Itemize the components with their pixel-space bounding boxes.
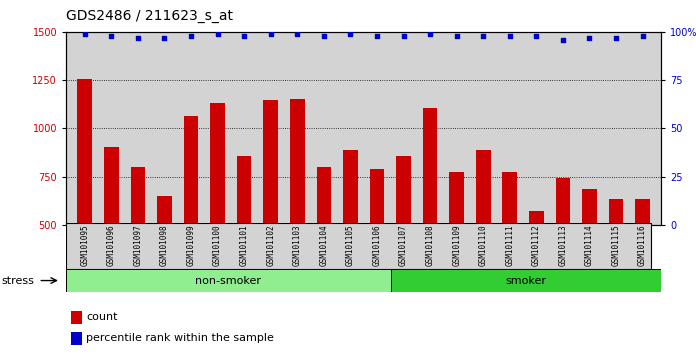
Bar xyxy=(555,177,570,321)
Bar xyxy=(104,147,118,321)
Bar xyxy=(635,199,650,321)
Bar xyxy=(529,211,544,321)
Bar xyxy=(609,199,624,321)
Point xyxy=(477,33,489,39)
Point xyxy=(159,35,170,40)
Text: percentile rank within the sample: percentile rank within the sample xyxy=(86,333,274,343)
Bar xyxy=(390,269,661,292)
Bar xyxy=(343,149,358,321)
Text: GSM101095: GSM101095 xyxy=(80,224,89,266)
Text: GSM101101: GSM101101 xyxy=(239,224,248,266)
Point xyxy=(345,31,356,36)
Text: GSM101113: GSM101113 xyxy=(558,224,567,266)
Text: count: count xyxy=(86,312,118,322)
Text: GSM101100: GSM101100 xyxy=(213,224,222,266)
Bar xyxy=(582,189,596,321)
Text: GSM101098: GSM101098 xyxy=(160,224,169,266)
Text: GSM101115: GSM101115 xyxy=(612,224,621,266)
Point xyxy=(265,31,276,36)
Bar xyxy=(396,156,411,321)
Point xyxy=(185,33,196,39)
Point xyxy=(212,31,223,36)
Text: GSM101110: GSM101110 xyxy=(479,224,488,266)
Text: non-smoker: non-smoker xyxy=(196,275,262,286)
Bar xyxy=(290,99,305,321)
Point xyxy=(531,33,542,39)
Bar xyxy=(422,108,437,321)
Bar xyxy=(131,167,145,321)
Bar xyxy=(317,167,331,321)
Text: GSM101107: GSM101107 xyxy=(399,224,408,266)
Point xyxy=(584,35,595,40)
Text: GSM101114: GSM101114 xyxy=(585,224,594,266)
Bar xyxy=(370,169,384,321)
Text: GSM101112: GSM101112 xyxy=(532,224,541,266)
Point xyxy=(451,33,462,39)
Text: GSM101116: GSM101116 xyxy=(638,224,647,266)
Bar xyxy=(450,172,464,321)
Point xyxy=(637,33,648,39)
Point xyxy=(504,33,515,39)
Bar xyxy=(263,100,278,321)
Text: GSM101103: GSM101103 xyxy=(293,224,302,266)
Text: GDS2486 / 211623_s_at: GDS2486 / 211623_s_at xyxy=(66,9,233,23)
Point xyxy=(292,31,303,36)
Point xyxy=(79,31,90,36)
Text: GSM101099: GSM101099 xyxy=(187,224,196,266)
Bar xyxy=(71,332,81,345)
Bar xyxy=(71,311,81,324)
Text: GSM101096: GSM101096 xyxy=(106,224,116,266)
Bar xyxy=(237,156,251,321)
Text: GSM101108: GSM101108 xyxy=(425,224,434,266)
Bar xyxy=(66,269,390,292)
Point xyxy=(398,33,409,39)
Bar xyxy=(476,149,491,321)
Text: GSM101105: GSM101105 xyxy=(346,224,355,266)
Bar xyxy=(503,172,517,321)
Point xyxy=(318,33,329,39)
Text: GSM101106: GSM101106 xyxy=(372,224,381,266)
Text: GSM101097: GSM101097 xyxy=(134,224,143,266)
Point xyxy=(425,31,436,36)
Text: GSM101109: GSM101109 xyxy=(452,224,461,266)
Point xyxy=(610,35,622,40)
Bar xyxy=(210,103,225,321)
Point xyxy=(557,37,569,42)
Point xyxy=(106,33,117,39)
Point xyxy=(239,33,250,39)
Text: GSM101111: GSM101111 xyxy=(505,224,514,266)
Bar xyxy=(157,196,172,321)
Bar xyxy=(184,116,198,321)
Point xyxy=(132,35,143,40)
Text: stress: stress xyxy=(1,275,34,286)
Point xyxy=(372,33,383,39)
Bar xyxy=(77,79,92,321)
Text: GSM101102: GSM101102 xyxy=(266,224,275,266)
Text: GSM101104: GSM101104 xyxy=(319,224,329,266)
Text: smoker: smoker xyxy=(505,275,546,286)
